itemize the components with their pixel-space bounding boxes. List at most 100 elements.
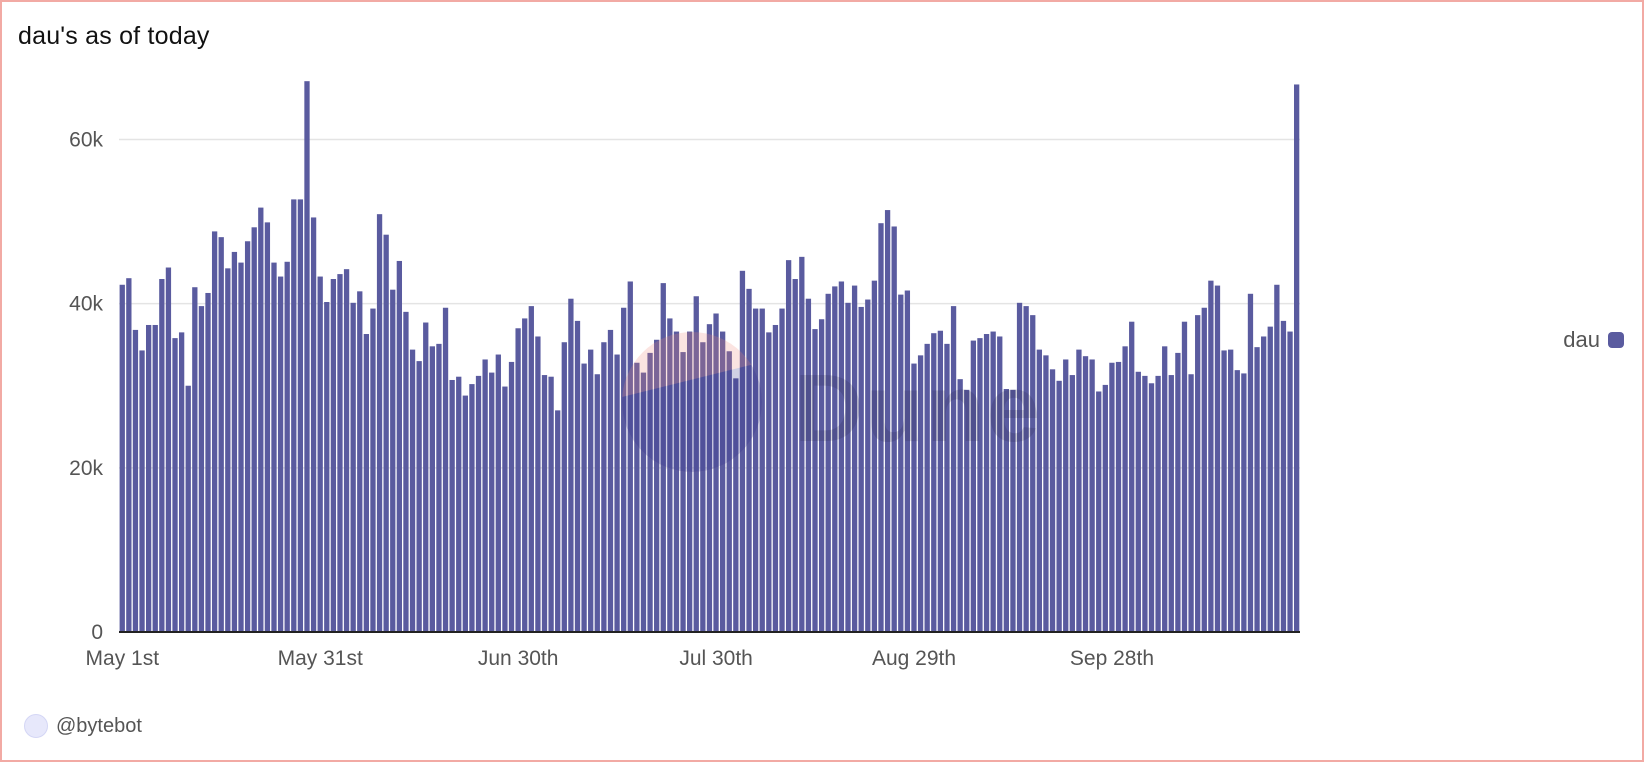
bar [680,352,686,632]
author-credit[interactable]: @bytebot [24,714,142,738]
bar [284,261,290,632]
bar [1247,293,1254,632]
bar [1201,307,1207,632]
bar [904,290,911,632]
bar [818,319,825,632]
bar [1175,352,1181,632]
bar [1115,361,1122,632]
bar [878,223,884,632]
bar [779,308,785,632]
bar [436,343,442,632]
bar [475,375,482,632]
bar [766,332,772,632]
bar [324,302,330,632]
bar [706,324,713,632]
bar [759,308,765,632]
bar [1142,375,1148,632]
bar [1155,375,1161,632]
bar [719,331,726,632]
bar [614,354,620,632]
bar [244,241,251,633]
bar [1043,355,1049,632]
bar [409,349,416,632]
bar [1076,349,1082,632]
bar [218,237,224,633]
bar [152,324,158,632]
bar [1148,383,1155,632]
bar [1016,302,1023,632]
bar [1287,331,1293,632]
bar [825,293,831,632]
bar [238,262,244,632]
bar [522,318,528,632]
bar [601,342,607,632]
bar [1096,391,1102,632]
bar [383,234,389,632]
bar [264,222,271,632]
legend[interactable]: dau [1563,327,1624,353]
bar [1195,315,1201,632]
bar [805,298,812,632]
bar [271,262,277,632]
bar [1214,285,1221,632]
bar [851,285,858,632]
chart-title: dau's as of today [18,22,210,50]
y-tick-label: 60k [69,128,103,151]
bar [159,279,165,632]
bar [1102,384,1108,632]
bar [416,361,422,632]
bar [752,308,759,632]
bar [225,268,231,632]
y-axis-ticks: 0 20k 40k 60k [69,128,103,644]
bar [350,302,356,632]
bar [343,269,350,632]
bar [594,374,600,632]
bar [376,214,383,632]
bar [370,308,376,632]
x-tick-label: May 31st [278,647,363,670]
bar [700,342,706,632]
watermark-text: Dune [794,355,1042,462]
bar [1036,349,1042,632]
bar [911,363,917,632]
bar [997,336,1003,632]
bar [357,291,363,632]
bar [568,298,574,632]
bar [937,330,944,632]
bar [1049,369,1056,632]
bar [944,343,950,632]
bar [970,340,977,632]
bar [812,329,818,632]
bar [964,389,970,632]
bar [581,363,587,632]
bar [924,343,930,632]
bar [634,362,640,632]
bar [845,302,851,632]
bar [1030,315,1036,632]
bar [515,328,521,632]
bar [482,359,488,632]
bar [1082,356,1089,632]
x-tick-label: May 1st [86,647,160,670]
bar [832,286,838,632]
bar [1188,374,1194,632]
bar [1135,371,1141,632]
x-tick-label: Jun 30th [478,647,559,670]
bar [687,331,693,632]
bar [363,334,370,632]
bar [858,306,864,632]
bar [1267,326,1273,632]
bar [304,81,310,633]
bar [462,395,468,632]
bar [785,260,792,632]
bar [165,267,172,632]
bar [1241,373,1247,632]
bar [185,385,191,632]
x-tick-label: Sep 28th [1070,647,1154,670]
bar [205,292,211,632]
bar [1003,389,1009,632]
avatar [24,714,48,738]
bar [231,251,238,633]
bar [429,346,435,632]
bar [726,351,732,632]
